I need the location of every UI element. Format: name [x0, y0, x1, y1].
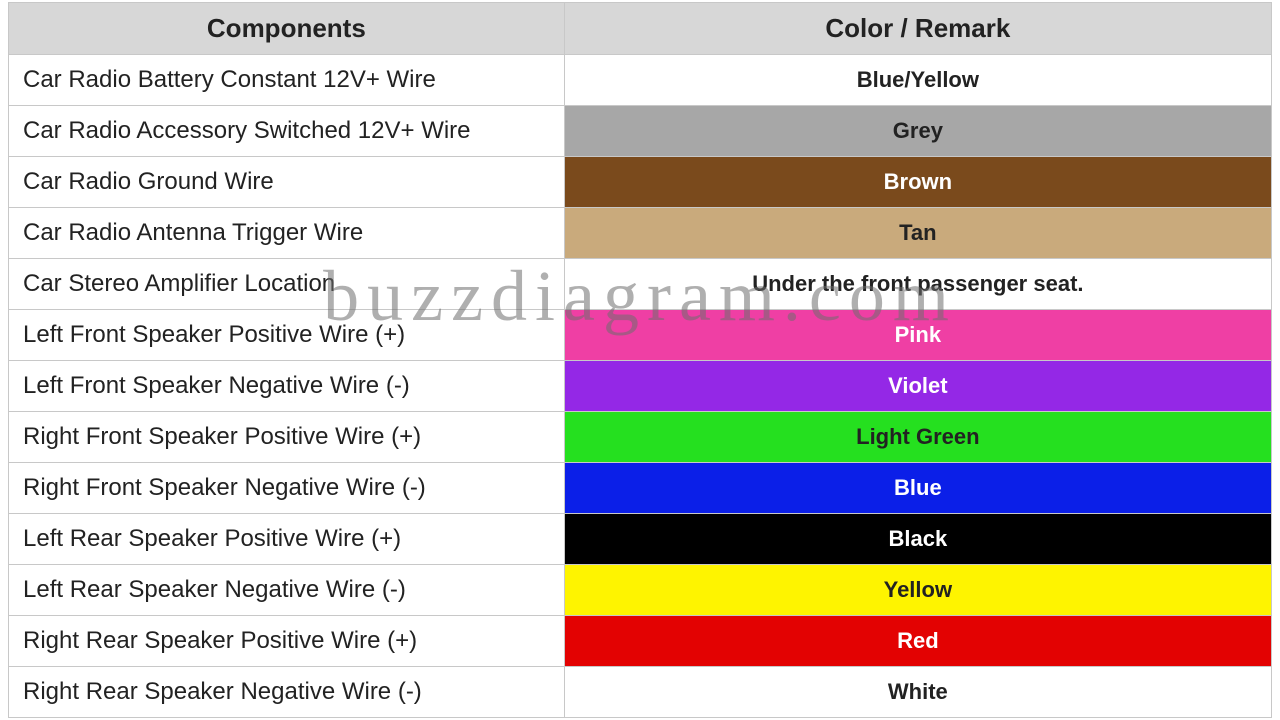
- component-cell: Right Front Speaker Negative Wire (-): [9, 463, 565, 514]
- color-remark-cell: Under the front passenger seat.: [564, 259, 1271, 310]
- component-cell: Car Radio Ground Wire: [9, 157, 565, 208]
- table-row: Car Radio Antenna Trigger WireTan: [9, 208, 1272, 259]
- color-remark-cell: Grey: [564, 106, 1271, 157]
- component-cell: Car Radio Accessory Switched 12V+ Wire: [9, 106, 565, 157]
- table-row: Right Rear Speaker Negative Wire (-)Whit…: [9, 667, 1272, 718]
- color-remark-cell: Violet: [564, 361, 1271, 412]
- table-header: Components Color / Remark: [9, 3, 1272, 55]
- table-row: Left Front Speaker Negative Wire (-)Viol…: [9, 361, 1272, 412]
- color-remark-cell: Blue: [564, 463, 1271, 514]
- color-remark-cell: Pink: [564, 310, 1271, 361]
- color-remark-cell: Tan: [564, 208, 1271, 259]
- table-row: Car Radio Accessory Switched 12V+ WireGr…: [9, 106, 1272, 157]
- table-row: Left Rear Speaker Negative Wire (-)Yello…: [9, 565, 1272, 616]
- color-remark-cell: Yellow: [564, 565, 1271, 616]
- component-cell: Car Radio Antenna Trigger Wire: [9, 208, 565, 259]
- component-cell: Left Front Speaker Positive Wire (+): [9, 310, 565, 361]
- table-row: Right Front Speaker Negative Wire (-)Blu…: [9, 463, 1272, 514]
- table-row: Right Front Speaker Positive Wire (+)Lig…: [9, 412, 1272, 463]
- table-row: Car Radio Ground WireBrown: [9, 157, 1272, 208]
- component-cell: Right Rear Speaker Negative Wire (-): [9, 667, 565, 718]
- component-cell: Right Front Speaker Positive Wire (+): [9, 412, 565, 463]
- component-cell: Left Rear Speaker Negative Wire (-): [9, 565, 565, 616]
- table-row: Left Rear Speaker Positive Wire (+)Black: [9, 514, 1272, 565]
- header-color-remark: Color / Remark: [564, 3, 1271, 55]
- component-cell: Car Stereo Amplifier Location: [9, 259, 565, 310]
- color-remark-cell: Blue/Yellow: [564, 55, 1271, 106]
- color-remark-cell: Brown: [564, 157, 1271, 208]
- table-body: Car Radio Battery Constant 12V+ WireBlue…: [9, 55, 1272, 718]
- component-cell: Right Rear Speaker Positive Wire (+): [9, 616, 565, 667]
- color-remark-cell: White: [564, 667, 1271, 718]
- table-row: Car Radio Battery Constant 12V+ WireBlue…: [9, 55, 1272, 106]
- header-components: Components: [9, 3, 565, 55]
- wiring-table: Components Color / Remark Car Radio Batt…: [8, 2, 1272, 718]
- color-remark-cell: Red: [564, 616, 1271, 667]
- table-row: Car Stereo Amplifier LocationUnder the f…: [9, 259, 1272, 310]
- component-cell: Car Radio Battery Constant 12V+ Wire: [9, 55, 565, 106]
- component-cell: Left Front Speaker Negative Wire (-): [9, 361, 565, 412]
- component-cell: Left Rear Speaker Positive Wire (+): [9, 514, 565, 565]
- wiring-table-container: Components Color / Remark Car Radio Batt…: [0, 0, 1280, 720]
- color-remark-cell: Black: [564, 514, 1271, 565]
- color-remark-cell: Light Green: [564, 412, 1271, 463]
- table-row: Right Rear Speaker Positive Wire (+)Red: [9, 616, 1272, 667]
- table-row: Left Front Speaker Positive Wire (+)Pink: [9, 310, 1272, 361]
